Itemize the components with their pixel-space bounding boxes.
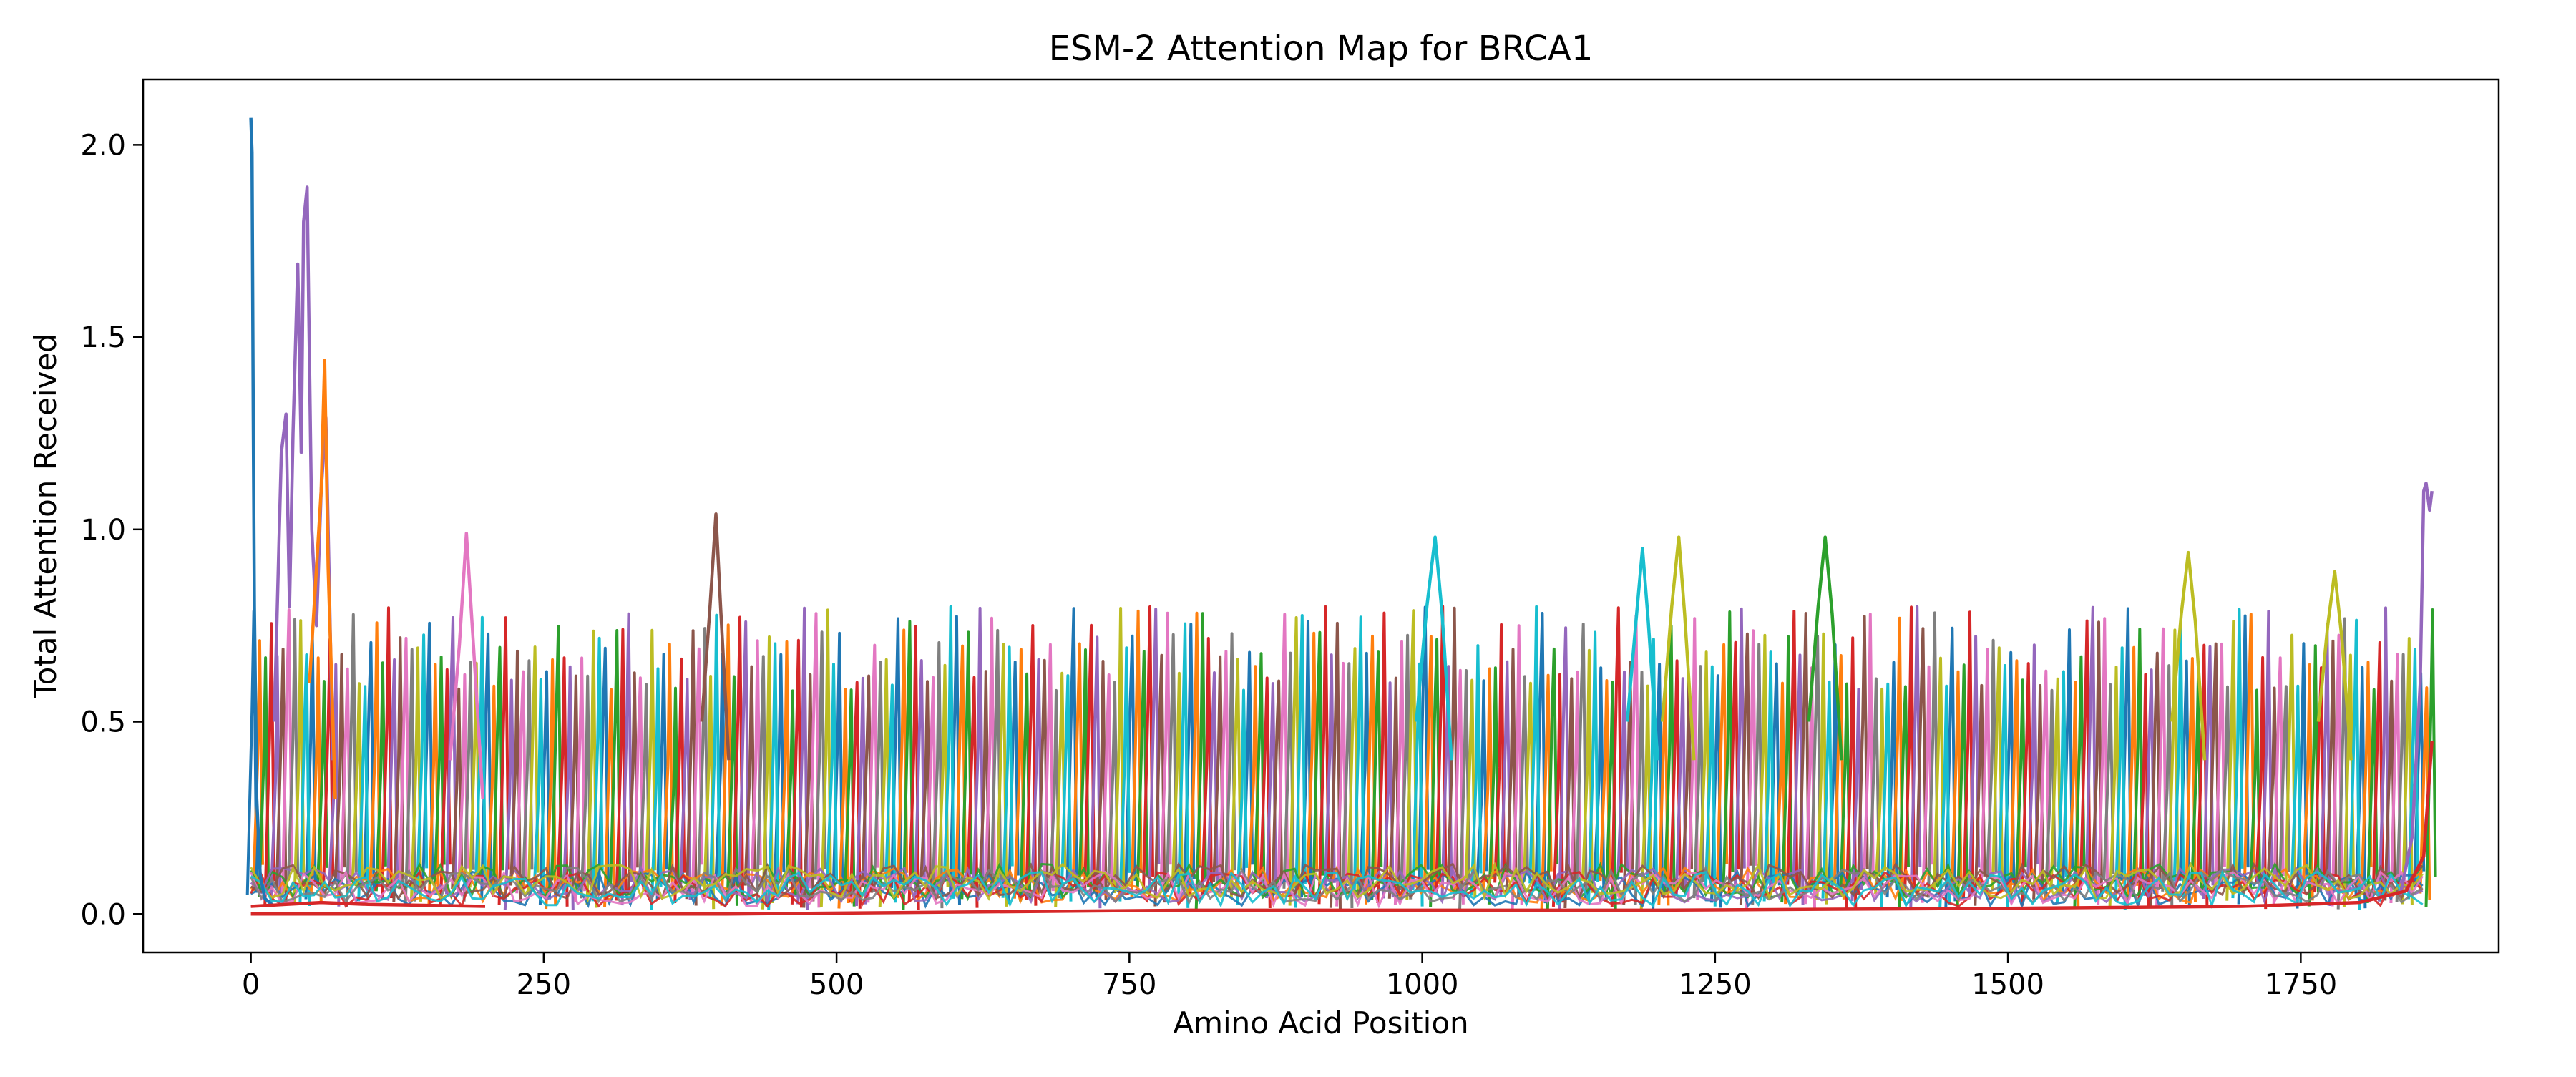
plot-frame [142, 78, 2500, 954]
y-tick-label: 1.5 [80, 321, 126, 354]
x-tick-label: 1500 [1971, 968, 2044, 1001]
series-line [250, 900, 486, 908]
attention-spike-trace [245, 605, 2426, 910]
y-axis-label: Total Attention Received [28, 333, 63, 699]
series-line [249, 117, 275, 908]
series-line [1807, 535, 1843, 761]
series-layer [245, 117, 2437, 916]
series-line [1660, 535, 1696, 761]
series-line [1625, 547, 1659, 761]
attention-spike-trace [280, 608, 2402, 910]
x-tick-label: 1000 [1386, 968, 1459, 1001]
y-tick-label: 2.0 [80, 129, 126, 162]
series-line [250, 741, 2434, 916]
attention-spike-trace [275, 606, 2396, 910]
attention-spike-trace [258, 608, 2437, 910]
x-tick-label: 500 [809, 968, 864, 1001]
series-line [2170, 550, 2207, 761]
attention-spike-trace [298, 605, 2419, 910]
x-tick-label: 0 [242, 968, 260, 1001]
attention-spike-trace [263, 605, 2384, 910]
chart-title: ESM-2 Attention Map for BRCA1 [1049, 29, 1594, 69]
attention-spike-trace [287, 611, 2408, 910]
series-line [308, 359, 337, 799]
y-tick-label: 0.0 [80, 898, 126, 931]
series-line [700, 512, 731, 761]
x-tick-label: 750 [1102, 968, 1156, 1001]
x-axis-label: Amino Acid Position [1173, 1005, 1468, 1041]
y-tick-label: 0.5 [80, 706, 126, 739]
x-tick-label: 1750 [2264, 968, 2337, 1001]
y-tick-label: 1.0 [80, 514, 126, 547]
baseline-trace [250, 864, 2424, 905]
series-line [2399, 482, 2434, 895]
x-tick-label: 250 [517, 968, 571, 1001]
y-axis-ticks: 0.0 0.5 1.0 1.5 2.0 [80, 129, 143, 931]
baseline-trace [250, 869, 2424, 909]
series-line [2316, 570, 2353, 761]
x-tick-label: 1250 [1679, 968, 1752, 1001]
x-axis-ticks: 0 250 500 750 1000 1250 1500 1750 [242, 952, 2337, 1001]
attention-spike-trace [251, 609, 2431, 910]
baseline-trace [250, 865, 2424, 905]
baseline-trace [250, 861, 2424, 902]
series-line [1415, 535, 1453, 761]
series-line [448, 531, 484, 799]
